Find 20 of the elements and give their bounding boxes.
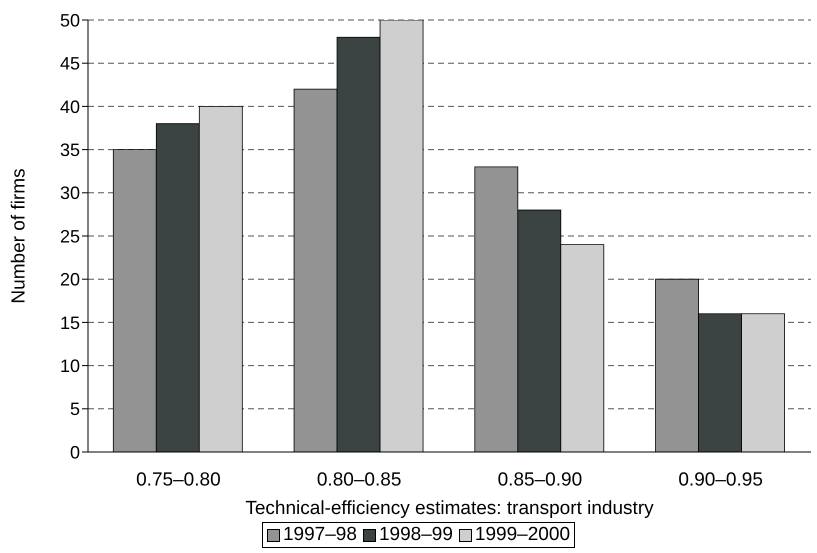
legend-label: 1999–2000	[474, 524, 570, 546]
y-tick-label: 35	[60, 140, 80, 160]
x-tick-label: 0.75–0.80	[136, 469, 221, 490]
y-tick-label: 20	[60, 270, 80, 290]
x-axis-title: Technical-efficiency estimates: transport industry	[245, 498, 654, 519]
legend-label: 1997–98	[282, 524, 357, 546]
y-tick-label: 25	[60, 226, 80, 246]
y-tick-label: 30	[60, 183, 80, 204]
y-tick-label: 15	[60, 312, 80, 333]
y-tick-label: 40	[60, 96, 80, 117]
x-tick-label: 0.90–0.95	[678, 469, 763, 490]
y-axis-title: Number of firms	[8, 168, 30, 304]
y-tick-label: 0	[70, 442, 80, 462]
y-tick-label: 10	[60, 356, 80, 376]
legend-label: 1998–99	[378, 524, 453, 546]
y-tick-label: 5	[70, 399, 80, 420]
y-tick-label: 45	[60, 54, 80, 74]
x-tick-label: 0.85–0.90	[498, 469, 582, 490]
y-tick-label: 50	[60, 10, 80, 30]
x-tick-label: 0.80–0.85	[316, 469, 402, 490]
